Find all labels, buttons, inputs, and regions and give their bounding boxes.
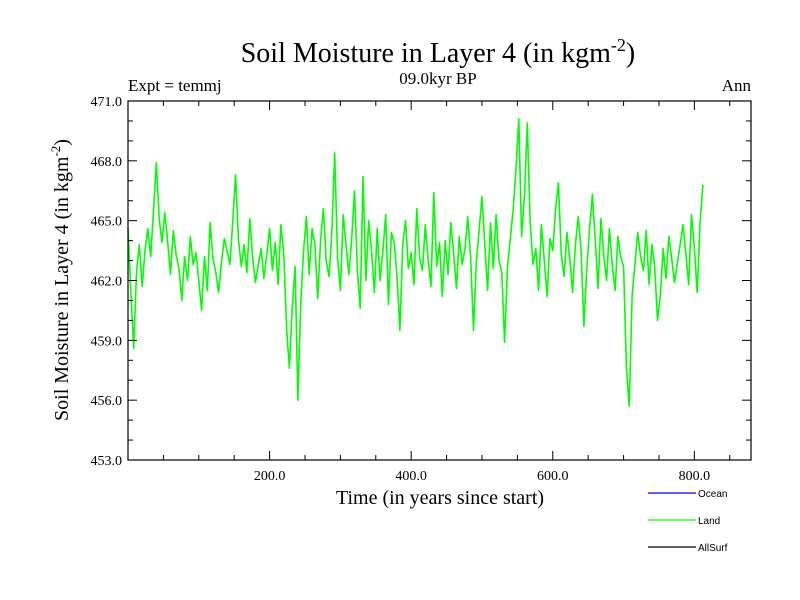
x-tick-label: 400.0 (395, 469, 427, 484)
chart-title-main: Soil Moisture in Layer 4 (in kgm (241, 38, 611, 69)
x-axis-label: Time (in years since start) (336, 487, 544, 509)
y-tick-label: 459.0 (91, 334, 123, 349)
plot-area: 453.0 456.0 459.0 462.0 465.0 468.0 471.0 200.0… (91, 95, 752, 484)
x-tick-label: 800.0 (679, 469, 711, 484)
legend-label-ocean: Ocean (698, 489, 727, 500)
plot-frame (127, 100, 752, 461)
legend-label-land: Land (698, 516, 720, 527)
chart-title: Soil Moisture in Layer 4 (in kgm-2) (241, 35, 636, 69)
y-tick-label: 453.0 (91, 454, 123, 469)
y-axis-label-close: ) (51, 139, 73, 146)
y-tick-label: 456.0 (91, 394, 123, 409)
series-line-land (127, 118, 704, 408)
season-label: Ann (722, 76, 752, 95)
legend-label-allsurf: AllSurf (698, 543, 728, 554)
y-tick-label: 465.0 (91, 215, 123, 230)
y-tick-label: 462.0 (91, 275, 123, 290)
y-tick-label: 471.0 (91, 95, 123, 110)
y-axis-label: Soil Moisture in Layer 4 (in kgm-2) (48, 139, 73, 421)
chart-subtitle: 09.0kyr BP (399, 69, 476, 88)
chart-title-close: ) (626, 38, 635, 69)
y-axis-label-superscript: -2 (48, 146, 63, 157)
y-tick-label: 468.0 (91, 155, 123, 170)
x-tick-label: 200.0 (254, 469, 286, 484)
experiment-label: Expt = temmj (128, 76, 222, 95)
y-axis-label-main: Soil Moisture in Layer 4 (in kgm (51, 156, 73, 421)
legend: Ocean Land AllSurf (648, 489, 728, 554)
chart-title-superscript: -2 (611, 35, 626, 55)
x-tick-label: 600.0 (537, 469, 569, 484)
